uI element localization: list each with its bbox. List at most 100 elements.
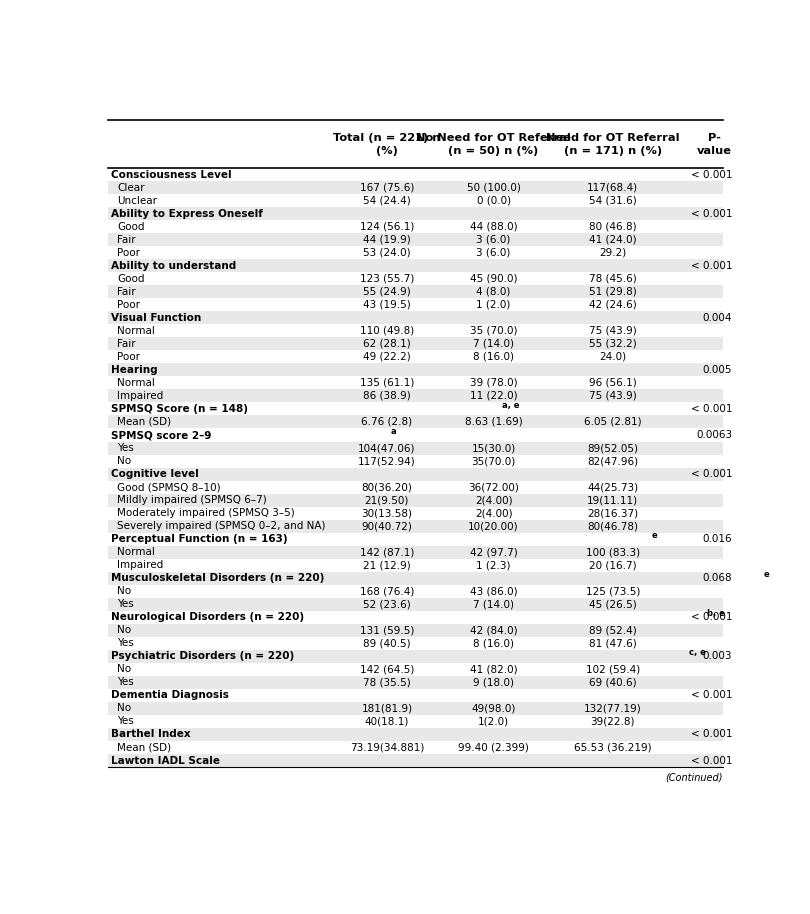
Bar: [108, 754, 723, 767]
Text: Psychiatric Disorders (n = 220): Psychiatric Disorders (n = 220): [111, 652, 294, 662]
Text: 89 (40.5): 89 (40.5): [363, 638, 411, 648]
Bar: [108, 520, 723, 533]
Text: Yes: Yes: [117, 717, 134, 727]
Text: Unclear: Unclear: [117, 196, 157, 206]
Text: No: No: [117, 664, 131, 675]
Text: < 0.001: < 0.001: [691, 404, 732, 414]
Text: < 0.001: < 0.001: [691, 170, 732, 180]
Text: Mean (SD): Mean (SD): [117, 742, 171, 752]
Text: 7 (14.0): 7 (14.0): [473, 600, 514, 610]
Text: Yes: Yes: [117, 677, 134, 687]
Text: 125 (73.5): 125 (73.5): [586, 586, 640, 596]
Text: 80 (46.8): 80 (46.8): [589, 222, 637, 231]
Text: Visual Function: Visual Function: [111, 313, 201, 323]
Text: 4 (8.0): 4 (8.0): [476, 287, 511, 297]
Text: 131 (59.5): 131 (59.5): [360, 625, 414, 635]
Bar: [108, 181, 723, 194]
Text: 78 (35.5): 78 (35.5): [363, 677, 411, 687]
Bar: [108, 389, 723, 402]
Bar: [108, 260, 723, 272]
Text: 90(40.72): 90(40.72): [361, 521, 412, 531]
Text: Fair: Fair: [117, 235, 135, 245]
Text: Good (SPMSQ 8–10): Good (SPMSQ 8–10): [117, 482, 220, 492]
Text: Total (n = 221) n
(%): Total (n = 221) n (%): [333, 133, 441, 155]
Bar: [108, 468, 723, 481]
Text: SPMSQ Score (n = 148): SPMSQ Score (n = 148): [111, 404, 248, 414]
Text: 8 (16.0): 8 (16.0): [473, 352, 514, 362]
Text: 2(4.00): 2(4.00): [475, 495, 513, 505]
Text: 36(72.00): 36(72.00): [468, 482, 519, 492]
Text: 40(18.1): 40(18.1): [364, 717, 409, 727]
Text: 42 (97.7): 42 (97.7): [470, 547, 518, 558]
Text: No Need for OT Referral
(n = 50) n (%): No Need for OT Referral (n = 50) n (%): [416, 133, 571, 155]
Text: 96 (56.1): 96 (56.1): [589, 377, 637, 388]
Text: < 0.001: < 0.001: [691, 260, 732, 271]
Text: 54 (31.6): 54 (31.6): [589, 196, 637, 206]
Bar: [108, 285, 723, 298]
Text: 15(30.0): 15(30.0): [471, 443, 516, 453]
Text: 44 (19.9): 44 (19.9): [363, 235, 411, 245]
Text: P-
value: P- value: [697, 133, 732, 155]
Text: 10(20.00): 10(20.00): [468, 521, 519, 531]
Text: Consciousness Level: Consciousness Level: [111, 170, 232, 180]
Text: Lawton IADL Scale: Lawton IADL Scale: [111, 756, 220, 766]
Text: 11 (22.0): 11 (22.0): [470, 391, 518, 401]
Text: 24.0): 24.0): [599, 352, 626, 362]
Text: 29.2): 29.2): [599, 248, 626, 258]
Text: 104(47.06): 104(47.06): [358, 443, 416, 453]
Text: 2(4.00): 2(4.00): [475, 508, 513, 518]
Text: 117(68.4): 117(68.4): [587, 183, 638, 193]
Text: 44(25.73): 44(25.73): [587, 482, 638, 492]
Bar: [108, 494, 723, 506]
Text: 49 (22.2): 49 (22.2): [363, 352, 411, 362]
Bar: [108, 416, 723, 429]
Text: 0 (0.0): 0 (0.0): [476, 196, 510, 206]
Text: 35(70.0): 35(70.0): [471, 456, 516, 466]
Text: Perceptual Function (n = 163): Perceptual Function (n = 163): [111, 534, 288, 544]
Text: 132(77.19): 132(77.19): [584, 704, 642, 714]
Text: e: e: [651, 531, 657, 540]
Text: 8.63 (1.69): 8.63 (1.69): [465, 417, 522, 427]
Text: 52 (23.6): 52 (23.6): [363, 600, 411, 610]
Text: 142 (64.5): 142 (64.5): [360, 664, 414, 675]
Text: 43 (86.0): 43 (86.0): [470, 586, 518, 596]
Text: 7 (14.0): 7 (14.0): [473, 339, 514, 349]
Text: 124 (56.1): 124 (56.1): [360, 222, 414, 231]
Bar: [108, 233, 723, 246]
Bar: [108, 650, 723, 663]
Text: 100 (83.3): 100 (83.3): [586, 547, 640, 558]
Text: No: No: [117, 456, 131, 466]
Text: Ability to Express Oneself: Ability to Express Oneself: [111, 208, 262, 218]
Bar: [108, 623, 723, 637]
Text: 142 (87.1): 142 (87.1): [360, 547, 414, 558]
Text: 181(81.9): 181(81.9): [361, 704, 412, 714]
Text: 21(9.50): 21(9.50): [364, 495, 409, 505]
Text: 50 (100.0): 50 (100.0): [467, 183, 521, 193]
Text: 0.0063: 0.0063: [696, 430, 732, 440]
Text: 75 (43.9): 75 (43.9): [589, 391, 637, 401]
Text: 44 (88.0): 44 (88.0): [470, 222, 518, 231]
Text: 41 (82.0): 41 (82.0): [470, 664, 518, 675]
Text: 41 (24.0): 41 (24.0): [589, 235, 637, 245]
Text: 45 (90.0): 45 (90.0): [470, 274, 518, 283]
Text: Yes: Yes: [117, 600, 134, 610]
Text: Musculoskeletal Disorders (n = 220): Musculoskeletal Disorders (n = 220): [111, 573, 324, 583]
Text: 1 (2.0): 1 (2.0): [476, 300, 511, 310]
Text: c, e: c, e: [688, 648, 706, 657]
Text: Impaired: Impaired: [117, 391, 163, 401]
Text: 89 (52.4): 89 (52.4): [589, 625, 637, 635]
Text: 55 (24.9): 55 (24.9): [363, 287, 411, 297]
Text: < 0.001: < 0.001: [691, 756, 732, 766]
Text: < 0.001: < 0.001: [691, 729, 732, 739]
Text: a, e: a, e: [502, 401, 520, 409]
Text: 0.004: 0.004: [702, 313, 732, 323]
Text: 54 (24.4): 54 (24.4): [363, 196, 411, 206]
Text: Mildly impaired (SPMSQ 6–7): Mildly impaired (SPMSQ 6–7): [117, 495, 266, 505]
Text: 123 (55.7): 123 (55.7): [360, 274, 414, 283]
Text: Good: Good: [117, 274, 144, 283]
Bar: [108, 441, 723, 454]
Bar: [108, 728, 723, 741]
Text: 135 (61.1): 135 (61.1): [360, 377, 414, 388]
Text: 28(16.37): 28(16.37): [587, 508, 638, 518]
Text: 49(98.0): 49(98.0): [471, 704, 516, 714]
